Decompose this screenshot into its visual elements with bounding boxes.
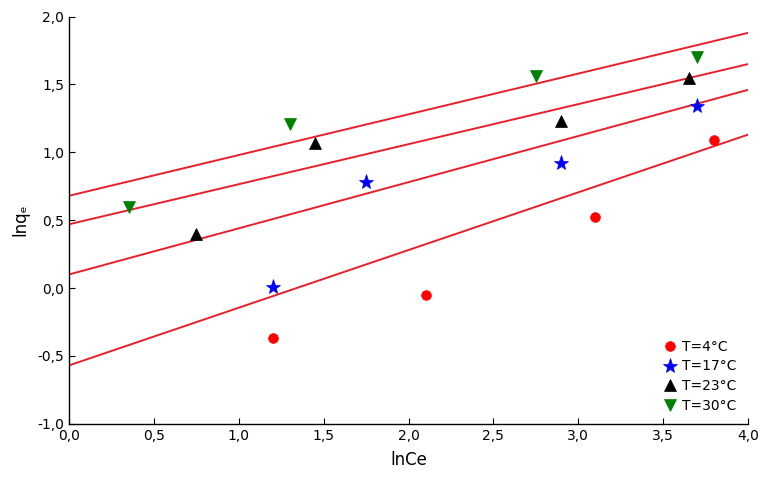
Legend: T=4°C, T=17°C, T=23°C, T=30°C: T=4°C, T=17°C, T=23°C, T=30°C	[660, 336, 741, 417]
T=4°C	[709, 137, 718, 143]
T=4°C	[268, 336, 277, 341]
Line: T=30°C: T=30°C	[123, 52, 702, 212]
T=23°C	[684, 75, 693, 81]
T=17°C	[362, 179, 371, 185]
T=30°C	[692, 54, 701, 60]
Line: T=17°C: T=17°C	[265, 98, 705, 294]
X-axis label: lnCe: lnCe	[390, 451, 427, 469]
T=30°C	[285, 121, 294, 127]
T=4°C	[421, 292, 430, 298]
Line: T=23°C: T=23°C	[191, 72, 694, 239]
T=4°C	[591, 215, 600, 220]
T=30°C	[124, 204, 133, 209]
T=17°C	[557, 160, 566, 166]
T=30°C	[531, 73, 541, 79]
T=17°C	[268, 284, 277, 289]
T=23°C	[557, 118, 566, 124]
Y-axis label: lnqₑ: lnqₑ	[11, 204, 29, 237]
T=17°C	[692, 103, 701, 109]
T=23°C	[192, 231, 201, 237]
T=23°C	[310, 140, 320, 146]
Line: T=4°C: T=4°C	[268, 135, 719, 343]
